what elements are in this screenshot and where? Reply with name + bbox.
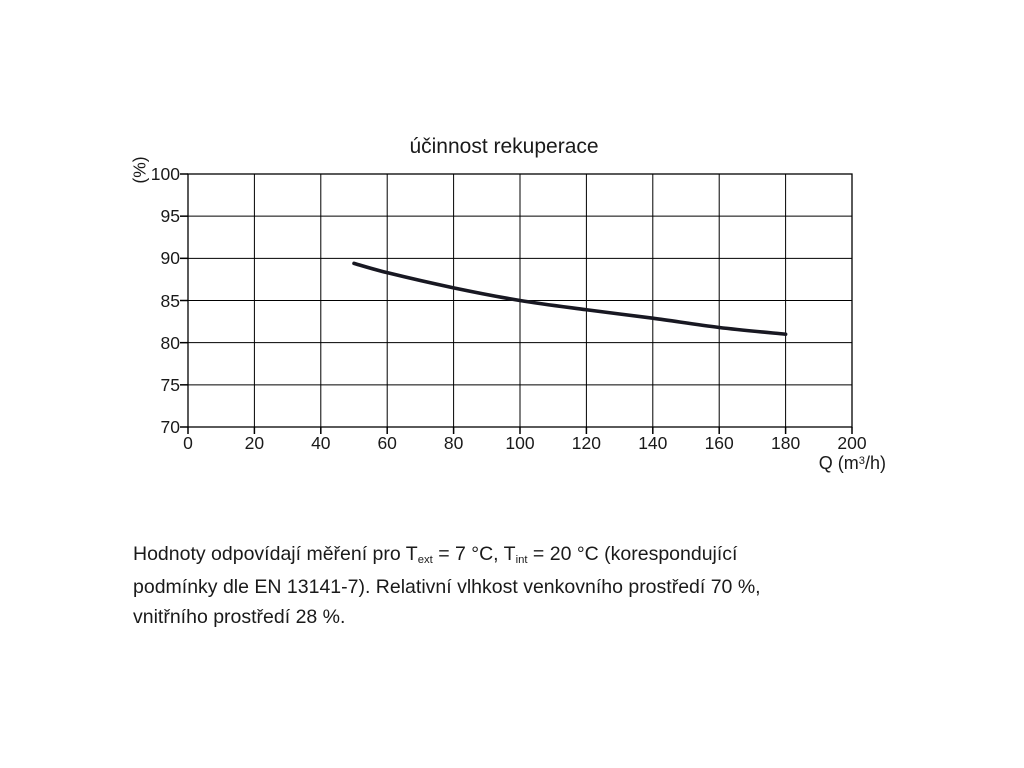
x-tick-label: 0 <box>183 433 193 453</box>
y-tick-label: 100 <box>150 164 180 184</box>
x-axis-label: Q (m3/h) <box>746 453 886 474</box>
footnote-subscript: int <box>515 554 528 567</box>
x-tick-label: 20 <box>244 433 265 453</box>
footnote-segment: = 7 °C, T <box>432 543 516 565</box>
x-tick-label: 140 <box>638 433 668 453</box>
footnote-line: podmínky dle EN 13141-7). Relativní vlhk… <box>133 572 923 602</box>
x-tick-label: 60 <box>377 433 397 453</box>
efficiency-curve-chart <box>180 173 853 434</box>
x-tick-label: 80 <box>443 433 464 453</box>
x-tick-label: 200 <box>837 433 867 453</box>
x-tick-label: 100 <box>505 433 535 453</box>
footnote-segment: podmínky dle EN 13141-7). Relativní vlhk… <box>133 576 761 598</box>
footnote-subscript: ext <box>417 554 433 567</box>
footnote-line: Hodnoty odpovídají měření pro Text = 7 °… <box>133 539 923 572</box>
footnote-segment: vnitřního prostředí 28 %. <box>133 606 346 628</box>
plot-frame <box>187 173 853 428</box>
x-tick-label: 180 <box>770 433 801 453</box>
x-tick-label: 120 <box>571 433 601 453</box>
efficiency-curve <box>352 261 788 337</box>
x-tick-label: 40 <box>311 433 331 453</box>
footnote-segment: Hodnoty odpovídají měření pro T <box>133 543 418 565</box>
y-tick-label: 80 <box>160 332 180 353</box>
y-tick-label: 70 <box>160 417 180 437</box>
x-axis-label-post: /h) <box>864 453 886 473</box>
x-axis-label-pre: Q (m <box>818 453 859 473</box>
footnote-line: vnitřního prostředí 28 %. <box>133 602 923 632</box>
x-tick-label: 160 <box>704 433 734 453</box>
y-tick-label: 90 <box>160 248 180 269</box>
x-axis-label-sup: 3 <box>858 454 865 467</box>
y-tick-label: 95 <box>160 206 180 227</box>
footnote-segment: = 20 °C (korespondující <box>527 543 738 565</box>
y-tick-label: 85 <box>160 290 180 311</box>
plot-area <box>180 173 853 434</box>
chart-title: účinnost rekuperace <box>409 135 599 158</box>
y-tick-label: 75 <box>160 374 180 395</box>
footnote-text: Hodnoty odpovídají měření pro Text = 7 °… <box>133 539 923 632</box>
